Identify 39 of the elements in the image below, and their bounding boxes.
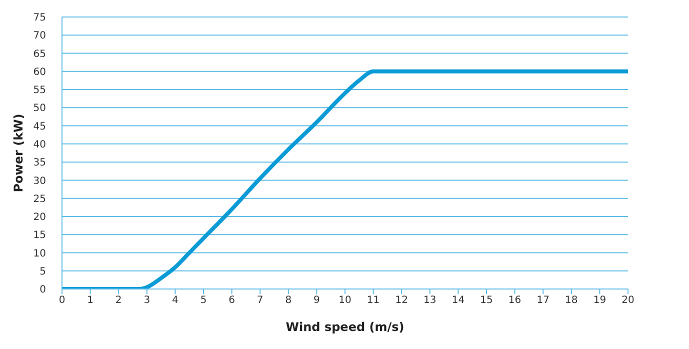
- y-tick-label: 15: [33, 230, 46, 242]
- y-tick-label: 55: [33, 85, 46, 96]
- y-axis-title: Power (kW): [11, 114, 26, 192]
- y-tick-label: 20: [33, 212, 46, 224]
- x-tick-label: 20: [622, 295, 634, 306]
- y-tick-label: 50: [33, 103, 46, 114]
- x-tick-label: 11: [366, 295, 380, 306]
- x-tick-label: 13: [424, 295, 436, 306]
- x-axis-title: Wind speed (m/s): [286, 320, 404, 334]
- x-tick-label: 8: [285, 295, 292, 306]
- x-tick-label: 5: [200, 295, 207, 306]
- x-tick-label: 9: [314, 295, 320, 306]
- y-tick-label: 10: [33, 248, 46, 260]
- x-tick-label: 1: [87, 295, 94, 306]
- x-tick-label: 19: [593, 295, 606, 306]
- y-tick-label: 30: [33, 176, 46, 187]
- y-tick-label: 70: [33, 30, 46, 42]
- y-tick-label: 5: [40, 266, 46, 278]
- x-tick-label: 12: [395, 295, 408, 306]
- x-tick-label: 0: [58, 295, 66, 306]
- y-tick-label: 0: [40, 284, 46, 296]
- x-tick-label: 14: [452, 295, 465, 306]
- x-tick-label: 16: [508, 295, 522, 306]
- y-tick-label: 60: [33, 66, 46, 78]
- y-tick-label: 65: [33, 48, 46, 60]
- x-tick-label: 6: [228, 295, 235, 306]
- y-tick-label: 75: [33, 12, 46, 24]
- x-tick-label: 10: [338, 295, 352, 306]
- y-tick-label: 45: [33, 121, 46, 132]
- y-tick-label: 40: [33, 139, 46, 150]
- x-tick-label: 3: [144, 295, 150, 306]
- x-tick-label: 7: [256, 295, 264, 306]
- y-tick-label: 25: [33, 194, 46, 205]
- x-tick-label: 17: [536, 295, 550, 306]
- y-tick-label: 35: [33, 158, 46, 169]
- x-tick-label: 2: [115, 295, 122, 306]
- x-tick-label: 4: [172, 295, 178, 306]
- x-tick-label: 15: [480, 295, 493, 306]
- x-tick-label: 18: [565, 295, 578, 306]
